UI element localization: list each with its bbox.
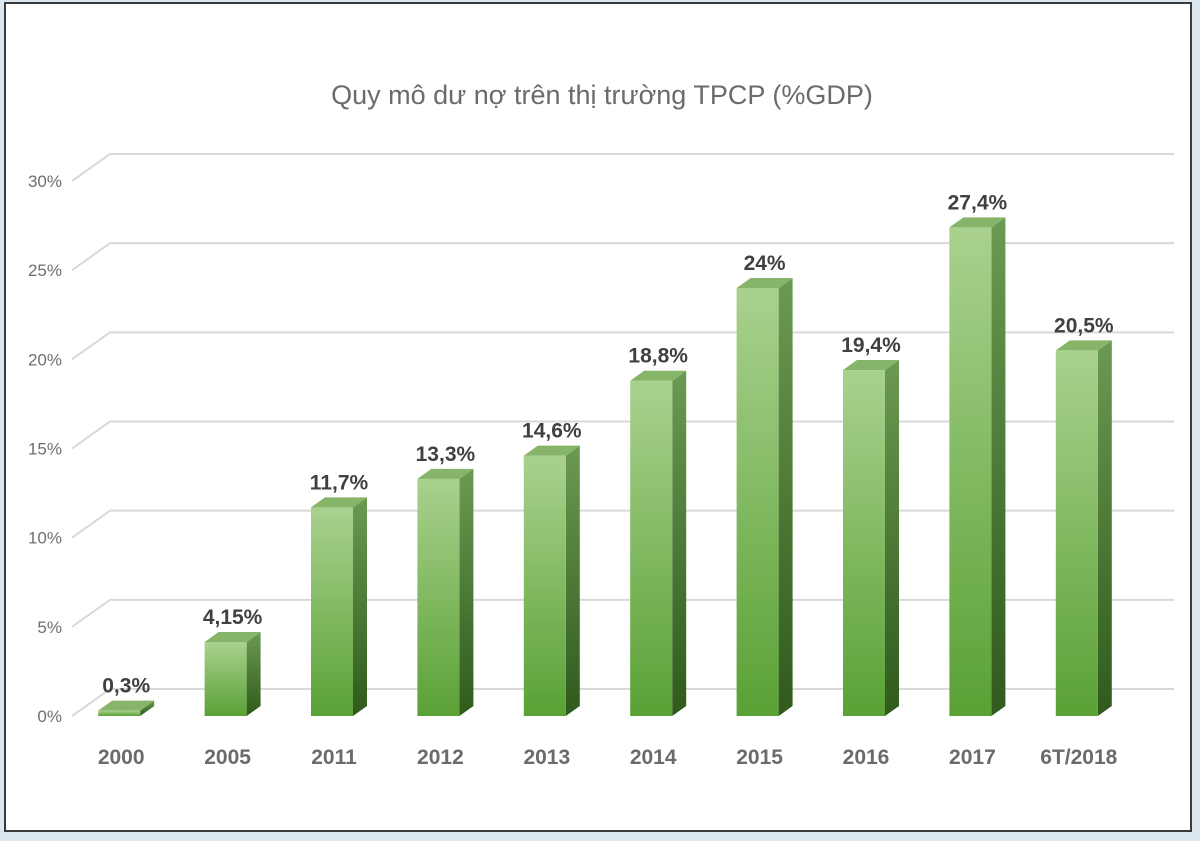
- bar-top: [630, 370, 687, 381]
- bar-top: [98, 700, 155, 711]
- x-tick-label: 2016: [843, 746, 890, 769]
- gridline: [71, 242, 1174, 271]
- y-tick-label: 5%: [37, 618, 62, 637]
- x-tick-label: 2014: [630, 746, 677, 769]
- bar-front: [523, 455, 566, 716]
- bar-front: [949, 227, 992, 716]
- x-tick-label: 2005: [204, 746, 251, 769]
- bar-side: [991, 217, 1006, 716]
- bar-front: [204, 641, 247, 716]
- bar-side: [459, 468, 474, 716]
- bar: [417, 468, 474, 716]
- x-tick-label: 6T/2018: [1040, 746, 1117, 769]
- bar-top: [736, 278, 793, 288]
- bar-side: [353, 497, 367, 716]
- bar-side: [778, 278, 793, 716]
- gridline: [71, 598, 1174, 628]
- bar-top: [311, 497, 367, 508]
- bar: [523, 445, 580, 716]
- gridline: [71, 153, 1174, 182]
- bar-front: [736, 288, 779, 716]
- bar: [630, 370, 687, 716]
- y-tick-label: 15%: [28, 440, 62, 459]
- y-tick-label: 20%: [28, 350, 62, 369]
- chart-frame: Quy mô dư nợ trên thị trường TPCP (%GDP)…: [4, 2, 1192, 832]
- bar-top: [843, 360, 899, 371]
- gridline: [71, 331, 1174, 361]
- x-tick-label: 2015: [736, 746, 783, 769]
- data-label: 27,4%: [948, 191, 1008, 214]
- bar-top: [204, 631, 261, 642]
- bar-top: [523, 445, 580, 456]
- y-tick-label: 25%: [28, 261, 62, 280]
- data-label: 4,15%: [203, 606, 263, 629]
- bar: [311, 497, 367, 716]
- bar: [1055, 340, 1112, 716]
- x-tick-label: 2017: [949, 746, 996, 769]
- bar-top: [949, 217, 1006, 228]
- y-tick-label: 30%: [28, 172, 62, 191]
- y-tick-label: 10%: [28, 529, 62, 548]
- bar: [843, 360, 899, 716]
- bar-chart: Quy mô dư nợ trên thị trường TPCP (%GDP)…: [28, 80, 1174, 769]
- bar-front: [98, 710, 141, 716]
- gridline: [71, 420, 1174, 450]
- bars: 0,3% 4,15% 11,7% 13,3% 14,6% 18,8% 24% 19,4% 27,…: [98, 191, 1114, 716]
- y-axis-ticks: 0% 5% 10% 15% 20% 25% 30%: [28, 172, 62, 726]
- x-axis-categories: 2000 2005 2011 2012 2013 2014 2015 2016 2017 6T/2…: [98, 746, 1118, 769]
- data-label: 13,3%: [416, 443, 476, 466]
- chart-title: Quy mô dư nợ trên thị trường TPCP (%GDP): [331, 80, 873, 110]
- x-tick-label: 2012: [417, 746, 464, 769]
- data-label: 19,4%: [841, 334, 901, 357]
- data-label: 20,5%: [1054, 314, 1114, 337]
- bar-front: [630, 380, 673, 716]
- data-label: 14,6%: [522, 420, 582, 443]
- bar-side: [1097, 340, 1112, 716]
- x-tick-label: 2011: [311, 746, 357, 769]
- bar: [736, 278, 793, 716]
- bar: [949, 217, 1006, 716]
- bar-side: [140, 700, 155, 716]
- x-tick-label: 2000: [98, 746, 145, 769]
- bar-front: [417, 478, 460, 716]
- bar-side: [885, 360, 899, 716]
- data-label: 24%: [744, 252, 786, 275]
- bar-side: [565, 445, 580, 716]
- bar-front: [843, 370, 885, 716]
- bar: [98, 700, 155, 716]
- bar-side: [246, 631, 261, 716]
- bar-top: [1055, 340, 1112, 351]
- data-label: 18,8%: [628, 345, 688, 368]
- data-label: 11,7%: [310, 471, 369, 494]
- gridline: [71, 509, 1174, 539]
- data-label: 0,3%: [102, 675, 150, 698]
- gridlines: [71, 153, 1174, 717]
- y-tick-label: 0%: [37, 707, 62, 726]
- gridline: [71, 688, 1174, 717]
- bar-front: [311, 507, 353, 716]
- bar-side: [672, 370, 687, 716]
- bar: [204, 631, 261, 716]
- bar-front: [1055, 350, 1098, 716]
- bar-top: [417, 468, 474, 479]
- x-tick-label: 2013: [523, 746, 570, 769]
